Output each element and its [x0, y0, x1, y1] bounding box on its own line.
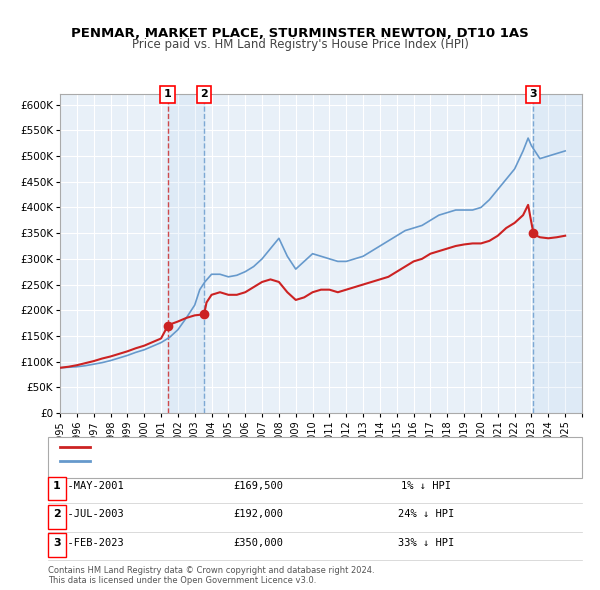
- Text: 1% ↓ HPI: 1% ↓ HPI: [401, 481, 451, 491]
- Text: PENMAR, MARKET PLACE, STURMINSTER NEWTON, DT10 1AS (detached house): PENMAR, MARKET PLACE, STURMINSTER NEWTON…: [96, 442, 491, 452]
- Bar: [167, 94, 204, 413]
- Text: Contains HM Land Registry data © Crown copyright and database right 2024.
This d: Contains HM Land Registry data © Crown c…: [48, 566, 374, 585]
- Text: 3: 3: [530, 90, 537, 99]
- Text: £350,000: £350,000: [233, 538, 283, 548]
- Text: 33% ↓ HPI: 33% ↓ HPI: [398, 538, 454, 548]
- Text: £192,000: £192,000: [233, 510, 283, 519]
- Text: 25-JUL-2003: 25-JUL-2003: [56, 510, 124, 519]
- Text: 10-FEB-2023: 10-FEB-2023: [56, 538, 124, 548]
- Text: Price paid vs. HM Land Registry's House Price Index (HPI): Price paid vs. HM Land Registry's House …: [131, 38, 469, 51]
- Text: 2: 2: [200, 90, 208, 99]
- Text: HPI: Average price, detached house, Dorset: HPI: Average price, detached house, Dors…: [96, 457, 314, 466]
- Text: £169,500: £169,500: [233, 481, 283, 491]
- Text: 25-MAY-2001: 25-MAY-2001: [56, 481, 124, 491]
- Text: 1: 1: [53, 481, 61, 491]
- Text: 1: 1: [164, 90, 172, 99]
- Text: 3: 3: [53, 538, 61, 548]
- Text: 2: 2: [53, 510, 61, 519]
- Text: PENMAR, MARKET PLACE, STURMINSTER NEWTON, DT10 1AS: PENMAR, MARKET PLACE, STURMINSTER NEWTON…: [71, 27, 529, 40]
- Bar: [533, 94, 582, 413]
- Text: 24% ↓ HPI: 24% ↓ HPI: [398, 510, 454, 519]
